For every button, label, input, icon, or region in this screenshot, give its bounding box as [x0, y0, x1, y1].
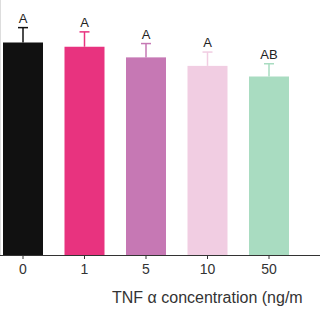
- chart-container: A 0 A 1 A 5 A 10 AB 50 TNF α concentration (ng/m: [0, 0, 320, 320]
- bar: [249, 77, 289, 256]
- error-bar: [80, 32, 90, 47]
- x-tick-label: 5: [142, 261, 150, 277]
- error-bar: [203, 52, 213, 66]
- bar: [188, 66, 228, 255]
- x-tick-label: 50: [261, 261, 277, 277]
- error-bar: [264, 64, 274, 77]
- error-bar: [141, 44, 151, 58]
- x-axis-title: TNF α concentration (ng/m: [112, 289, 303, 306]
- error-bar: [18, 28, 28, 43]
- x-axis-line: [0, 255, 320, 256]
- significance-letter: A: [203, 35, 212, 50]
- significance-letter: AB: [260, 47, 277, 62]
- bar: [3, 43, 43, 256]
- x-tick-label: 0: [19, 261, 27, 277]
- x-tick-label: 10: [200, 261, 216, 277]
- significance-letter: A: [19, 11, 28, 26]
- y-axis-line: [0, 0, 1, 255]
- bars: [3, 28, 289, 255]
- significance-letter: A: [142, 27, 151, 42]
- x-tick-label: 1: [81, 261, 89, 277]
- chart-svg: A 0 A 1 A 5 A 10 AB 50 TNF α concentration (ng/m: [0, 0, 320, 320]
- bar: [65, 47, 105, 255]
- significance-letter: A: [80, 15, 89, 30]
- bar: [126, 57, 166, 255]
